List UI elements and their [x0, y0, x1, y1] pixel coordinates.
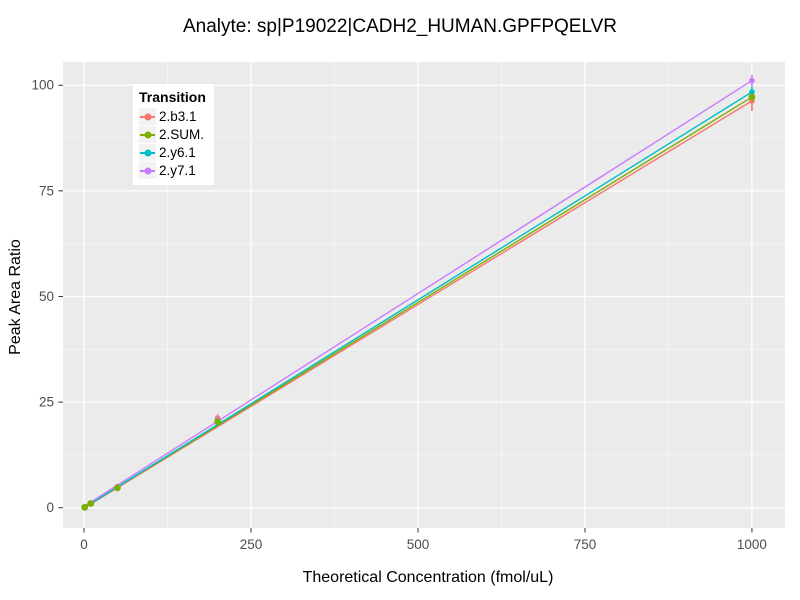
- x-tick-label: 500: [407, 537, 430, 552]
- x-tick-label: 1000: [737, 537, 767, 552]
- y-tick-label: 25: [39, 395, 54, 410]
- legend-item-label: 2.y7.1: [159, 163, 196, 178]
- data-point-2.y7.1: [749, 77, 755, 84]
- x-axis-label: Theoretical Concentration (fmol/uL): [302, 569, 554, 586]
- legend-key-icon: [139, 144, 156, 161]
- data-point-2.y6.1: [749, 89, 755, 95]
- legend-title: Transition: [139, 89, 206, 105]
- legend-key-icon: [139, 126, 156, 143]
- data-point-2.SUM.: [748, 93, 756, 101]
- series-line-2.SUM.: [83, 96, 753, 509]
- data-point-2.SUM.: [87, 500, 95, 507]
- legend-item: 2.y6.1: [139, 144, 206, 161]
- legend-key-icon: [139, 162, 156, 179]
- legend-item-label: 2.SUM.: [159, 127, 205, 142]
- data-point-2.SUM.: [214, 418, 222, 425]
- y-tick-label: 50: [39, 289, 54, 304]
- y-tick-label: 100: [31, 78, 54, 93]
- series-line-2.y6.1: [83, 91, 753, 509]
- series-line-2.y7.1: [83, 79, 753, 508]
- x-tick-label: 250: [240, 537, 263, 552]
- chart-title: Analyte: sp|P19022|CADH2_HUMAN.GPFPQELVR: [182, 16, 618, 37]
- series-line-2.b3.1: [83, 100, 753, 509]
- legend-key-icon: [139, 108, 156, 125]
- legend-item-label: 2.b3.1: [159, 109, 197, 124]
- y-tick-label: 75: [39, 183, 54, 198]
- data-point-2.SUM.: [81, 503, 89, 511]
- legend: Transition 2.b3.1 2.SUM. 2.y6.1 2.y7.1: [133, 84, 214, 185]
- legend-item: 2.b3.1: [139, 108, 206, 125]
- x-tick-label: 750: [574, 537, 597, 552]
- x-tick-label: 0: [80, 537, 88, 552]
- legend-item: 2.y7.1: [139, 162, 206, 179]
- legend-item: 2.SUM.: [139, 126, 206, 143]
- data-point-2.SUM.: [114, 484, 121, 492]
- y-tick-label: 0: [46, 500, 54, 515]
- legend-item-label: 2.y6.1: [159, 145, 196, 160]
- y-axis-label: Peak Area Ratio: [7, 239, 24, 355]
